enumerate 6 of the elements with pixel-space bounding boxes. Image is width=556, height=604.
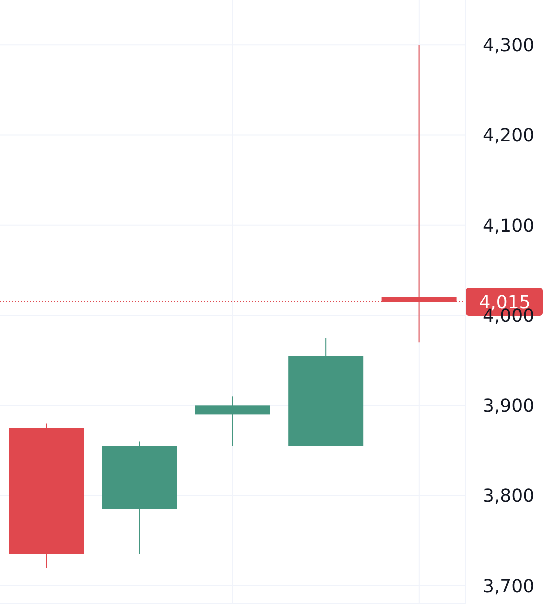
y-tick-label: 3,700	[483, 576, 535, 598]
y-tick-label: 4,100	[483, 216, 535, 237]
y-tick-label: 4,200	[483, 126, 535, 147]
y-tick-label: 3,800	[483, 486, 535, 508]
y-tick-label: 4,300	[483, 35, 535, 56]
y-tick-label: 3,900	[483, 396, 535, 418]
